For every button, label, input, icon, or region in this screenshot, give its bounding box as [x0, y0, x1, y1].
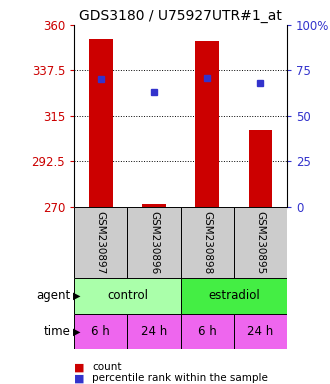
Text: agent: agent	[37, 290, 71, 303]
Bar	[127, 314, 181, 349]
Text: GSM230896: GSM230896	[149, 211, 159, 274]
Text: GSM230897: GSM230897	[96, 211, 106, 274]
Bar	[89, 39, 113, 207]
Bar	[248, 130, 273, 207]
Text: 6 h: 6 h	[91, 325, 110, 338]
Text: 6 h: 6 h	[198, 325, 217, 338]
Bar	[234, 207, 287, 278]
Bar	[74, 314, 127, 349]
Bar	[181, 278, 287, 314]
Bar	[181, 207, 234, 278]
Text: ■: ■	[74, 362, 85, 372]
Text: control: control	[107, 290, 148, 303]
Bar	[142, 204, 166, 207]
Text: GSM230895: GSM230895	[255, 211, 266, 274]
Text: estradiol: estradiol	[208, 290, 260, 303]
Text: ■: ■	[74, 373, 85, 383]
Text: count: count	[92, 362, 122, 372]
Text: ▶: ▶	[73, 291, 80, 301]
Text: percentile rank within the sample: percentile rank within the sample	[92, 373, 268, 383]
Bar	[74, 278, 181, 314]
Text: time: time	[44, 325, 71, 338]
Bar	[195, 41, 219, 207]
Text: ▶: ▶	[73, 327, 80, 337]
Title: GDS3180 / U75927UTR#1_at: GDS3180 / U75927UTR#1_at	[79, 8, 282, 23]
Text: GSM230898: GSM230898	[202, 211, 212, 274]
Bar	[181, 314, 234, 349]
Bar	[127, 207, 181, 278]
Bar	[234, 314, 287, 349]
Text: 24 h: 24 h	[141, 325, 167, 338]
Bar	[74, 207, 127, 278]
Text: 24 h: 24 h	[248, 325, 274, 338]
